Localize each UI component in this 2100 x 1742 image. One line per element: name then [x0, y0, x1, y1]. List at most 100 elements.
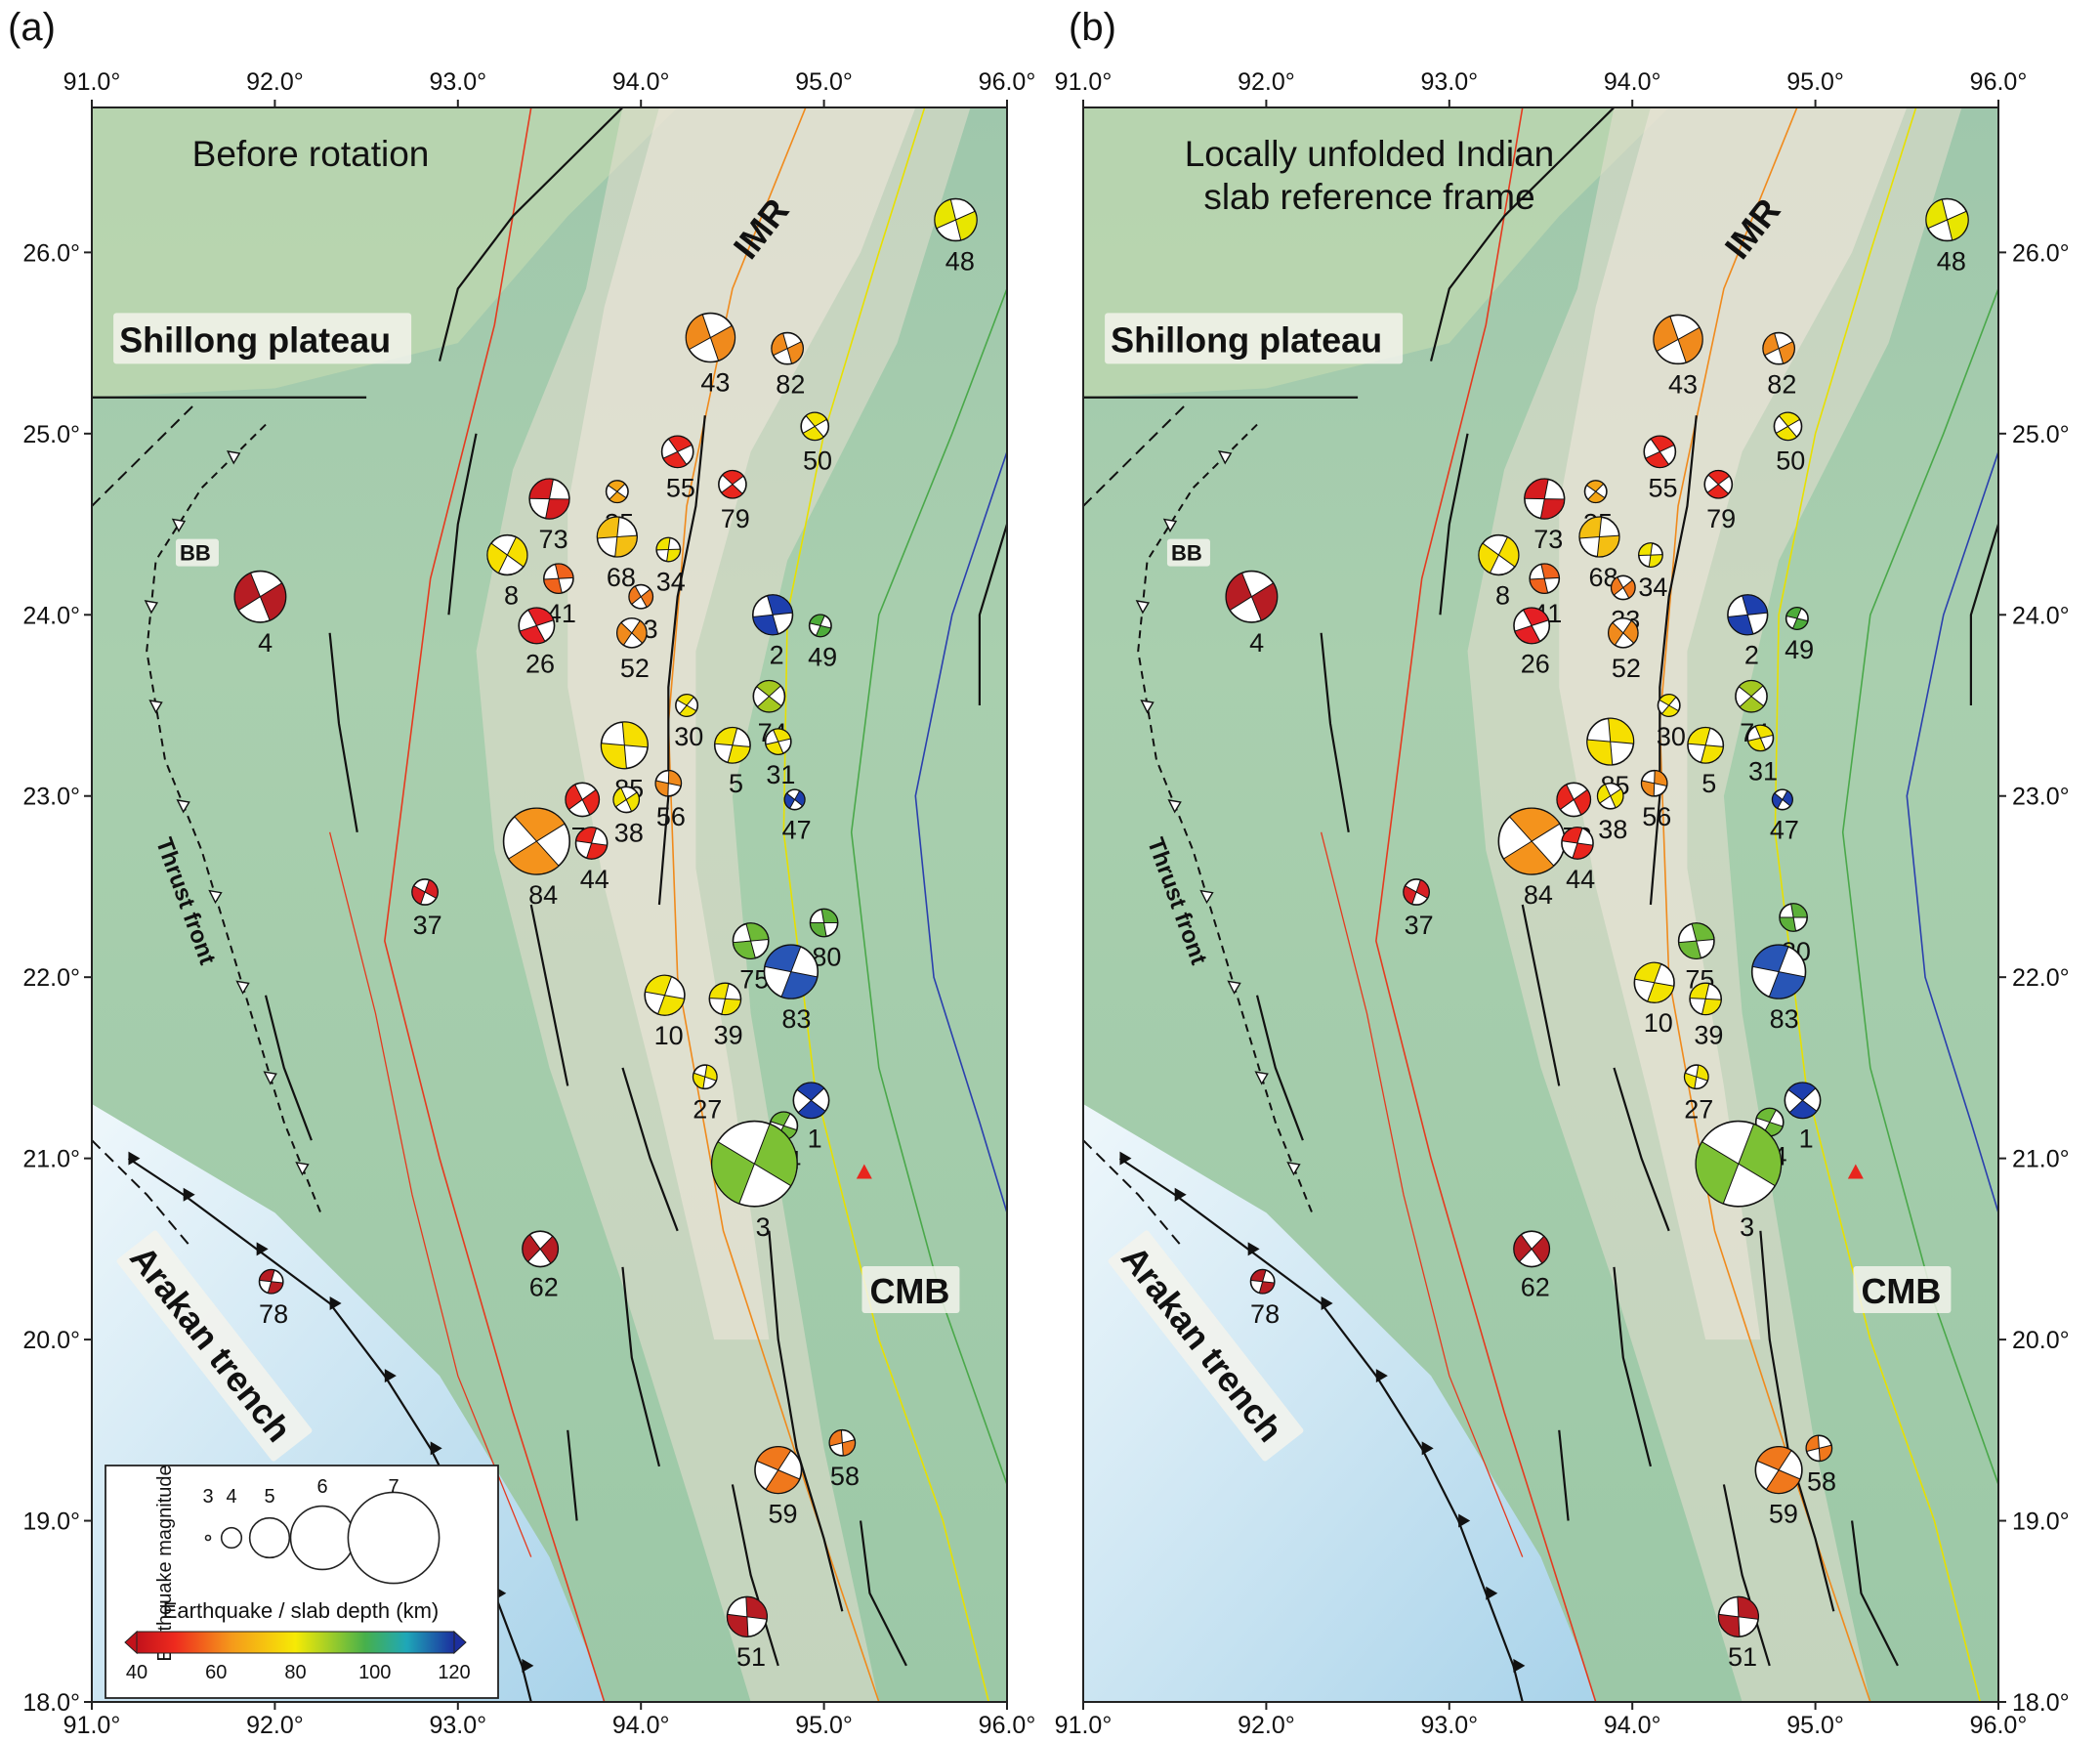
fault-line-1 [438, 107, 624, 361]
beachball-quadrant [1737, 1596, 1759, 1620]
fault-line-4 [328, 632, 358, 833]
fault-line-7 [1613, 1266, 1653, 1467]
beachball-quadrant [727, 1613, 749, 1637]
event-39: 39 [708, 982, 743, 1050]
beachball-quadrant [1250, 1269, 1267, 1283]
slab-contour-west [328, 831, 532, 1557]
event-3: 3 [710, 1120, 798, 1242]
event-label-55: 55 [666, 473, 695, 502]
event-59: 59 [754, 1446, 803, 1528]
event-34: 34 [655, 536, 686, 597]
beachball-quadrant [514, 807, 566, 842]
beachball-quadrant [614, 534, 638, 558]
beachball-quadrant [1561, 827, 1583, 844]
panel-a-letter: (a) [8, 6, 56, 49]
event-label-38: 38 [1598, 815, 1627, 844]
event-5: 5 [713, 726, 751, 798]
beachball-quadrant [1689, 982, 1710, 999]
beachball-quadrant [1645, 450, 1670, 468]
event-label-37: 37 [413, 911, 442, 940]
arakan-label-bg [116, 1230, 313, 1462]
slab-contour-2 [1774, 107, 1982, 1702]
event-label-49: 49 [808, 643, 837, 672]
thrust-front-tooth [295, 1161, 310, 1176]
event-30: 30 [1657, 693, 1686, 751]
beachball-quadrant [1691, 922, 1715, 942]
fault-line-7 [621, 1266, 661, 1467]
thrust-front-tooth [1135, 600, 1151, 615]
beachball-quadrant [1514, 624, 1541, 644]
beachball-quadrant [1756, 1446, 1792, 1471]
beachball-quadrant [756, 1446, 792, 1471]
beachball-quadrant [1578, 516, 1603, 539]
beachball-quadrant [1684, 1072, 1698, 1089]
thrust-front-tooth [235, 980, 250, 995]
fault-line-13 [1969, 524, 1998, 705]
beachball-quadrant [1768, 971, 1806, 999]
beachball-quadrant [1946, 210, 1969, 241]
beachball-quadrant [720, 484, 743, 499]
lon-tick-label-bottom: 95.0° [795, 1712, 853, 1739]
event-59: 59 [1754, 1446, 1803, 1528]
event-62: 62 [1513, 1230, 1551, 1302]
imr-relief-core [567, 107, 916, 1340]
legend-mag-label: 4 [226, 1486, 236, 1508]
dashed-fault-north [92, 405, 193, 507]
beachball-quadrant [1700, 744, 1724, 764]
event-label-8: 8 [504, 580, 519, 610]
beachball-quadrant [640, 588, 653, 609]
trench-tooth [128, 1151, 141, 1166]
event-label-34: 34 [1638, 573, 1667, 602]
event-label-50: 50 [803, 446, 832, 475]
colorbar-tick-label: 100 [358, 1662, 391, 1683]
event-80: 80 [809, 908, 841, 972]
fault-line-11 [621, 1067, 679, 1232]
beachball-quadrant [752, 614, 779, 636]
beachball-quadrant [1622, 619, 1639, 644]
lat-tick-label: 22.0° [2012, 964, 2070, 992]
slab-contour-4 [914, 451, 1007, 1213]
event-label-39: 39 [714, 1021, 743, 1050]
fault-line-9 [859, 1520, 907, 1667]
beachball-quadrant [1653, 316, 1679, 353]
colorbar-tick-label: 80 [284, 1662, 306, 1683]
beachball-quadrant [828, 1429, 843, 1447]
event-58: 58 [828, 1428, 860, 1491]
slab-contour-1 [1659, 107, 1871, 1702]
legend-mag-circle [204, 1534, 212, 1542]
event-label-43: 43 [1668, 369, 1698, 399]
event-73: 73 [1524, 478, 1566, 554]
beachball-quadrant [1755, 1108, 1778, 1124]
beachball-quadrant [1529, 577, 1549, 594]
event-label-79: 79 [721, 504, 750, 533]
arakan-label-bg [1108, 1230, 1304, 1462]
event-83: 83 [1750, 944, 1807, 1034]
event-label-3: 3 [1740, 1212, 1754, 1242]
bb-label: BB [1171, 541, 1202, 566]
beachball-quadrant [545, 498, 570, 520]
event-56: 56 [1640, 769, 1671, 831]
event-78: 78 [258, 1268, 288, 1329]
trench-tooth [1174, 1187, 1187, 1202]
beachball-quadrant [753, 1123, 798, 1187]
event-label-62: 62 [1521, 1273, 1550, 1302]
beachball-quadrant [766, 594, 793, 616]
event-82: 82 [1762, 331, 1796, 400]
fault-line-4 [1320, 632, 1350, 833]
event-label-73: 73 [539, 525, 568, 554]
beachball-quadrant [1738, 1123, 1782, 1187]
legend-mag-circle [220, 1526, 243, 1550]
beachball-quadrant [597, 516, 620, 539]
lat-tick-label: 18.0° [2012, 1689, 2070, 1717]
beachball-quadrant [1785, 607, 1802, 619]
beachball-quadrant [1650, 435, 1675, 452]
lon-tick-label-bottom: 91.0° [1055, 1712, 1113, 1739]
beachball-quadrant [771, 332, 788, 357]
lon-tick-label-bottom: 96.0° [979, 1712, 1036, 1739]
fault-line-2 [657, 415, 706, 906]
lat-tick-label: 23.0° [22, 784, 80, 811]
lon-tick-label-top: 91.0° [1055, 68, 1113, 96]
beachball-quadrant [644, 974, 673, 997]
beachball-quadrant [1587, 490, 1606, 503]
lon-tick-label-top: 92.0° [1238, 68, 1295, 96]
